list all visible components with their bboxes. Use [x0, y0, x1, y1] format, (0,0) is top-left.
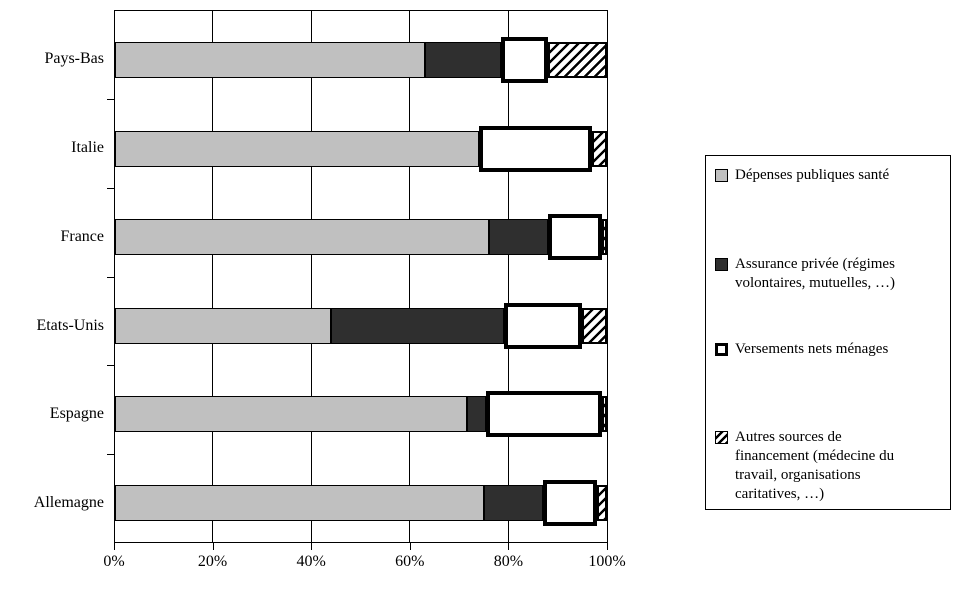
x-axis-label: 100%	[588, 553, 626, 570]
y-axis-labels: Pays-Bas Italie France Etats-Unis Espagne All…	[0, 10, 104, 543]
y-axis-tick	[107, 276, 114, 278]
bar-segment-public	[115, 42, 425, 78]
bar-segment-public	[115, 396, 467, 432]
bar-row-italie	[115, 125, 607, 172]
y-axis-tick	[107, 98, 114, 100]
bar-segment-other	[597, 484, 607, 521]
bar-row-allemagne	[115, 479, 607, 526]
y-axis-tick	[107, 454, 114, 456]
bar-segment-private	[484, 484, 544, 521]
bar-segment-other	[547, 42, 607, 78]
x-axis-tick	[409, 543, 411, 550]
bar-segment-public	[115, 130, 480, 167]
y-axis-tick	[107, 187, 114, 189]
x-axis-label: 60%	[395, 553, 425, 570]
bar-segment-household	[503, 302, 583, 349]
x-axis-tick	[212, 543, 214, 550]
bar-segment-public	[115, 219, 489, 255]
bar-segment-household	[501, 37, 548, 83]
legend-label-line: Autres sources de	[735, 429, 842, 445]
legend-swatch-public	[715, 169, 728, 182]
y-axis-label: Pays-Bas	[44, 50, 104, 67]
gridline	[310, 11, 312, 542]
y-axis-tick	[107, 365, 114, 367]
category-band	[115, 11, 607, 100]
x-axis-tick	[311, 543, 313, 550]
x-axis-label: 0%	[103, 553, 125, 570]
legend-label-line: Dépenses publiques santé	[735, 167, 890, 183]
bar-segment-household	[479, 125, 593, 172]
bar-segment-household	[486, 391, 603, 437]
legend-label-private: Assurance privée (régimes volontaires, mu…	[735, 255, 895, 293]
category-band	[115, 100, 607, 189]
bar-segment-other	[592, 130, 607, 167]
bar-segment-household	[547, 214, 603, 260]
legend-item-public: Dépenses publiques santé	[715, 166, 946, 185]
legend-swatch-household	[715, 343, 728, 356]
y-axis-label: Allemagne	[33, 494, 104, 512]
bar-segment-public	[115, 484, 484, 521]
legend-item-other: Autres sources de financement (médecine d…	[715, 428, 946, 504]
gridline	[507, 11, 509, 542]
legend-swatch-other	[715, 431, 728, 444]
legend-label-public: Dépenses publiques santé	[735, 166, 889, 185]
gridline	[212, 11, 214, 542]
bar-segment-private	[466, 396, 487, 432]
bar-segment-other	[602, 396, 607, 432]
x-axis-tick	[114, 543, 115, 550]
category-band	[115, 365, 607, 454]
x-axis-tick	[607, 543, 608, 550]
bar-segment-other	[582, 307, 607, 344]
legend-label-line: financement (médecine du	[735, 448, 895, 464]
bar-segment-private	[424, 42, 502, 78]
y-axis-label: France	[60, 227, 104, 245]
legend-label-household: Versements nets ménages	[735, 340, 888, 359]
bar-row-espagne	[115, 391, 607, 437]
y-axis-label: Espagne	[49, 405, 104, 423]
bar-segment-public	[115, 307, 332, 344]
bar-row-france	[115, 214, 607, 260]
category-band	[115, 277, 607, 366]
legend-label-line: Versements nets ménages	[735, 341, 889, 357]
x-axis-label: 20%	[197, 553, 228, 570]
gridline	[409, 11, 411, 542]
bar-segment-other	[602, 219, 607, 255]
y-axis-label: Italie	[71, 138, 104, 156]
x-axis-label: 80%	[493, 553, 524, 570]
legend-label-line: volontaires, mutuelles, …)	[735, 275, 895, 291]
legend-label-line: Assurance privée (régimes	[735, 256, 895, 272]
bar-row-etats-unis	[115, 302, 607, 349]
legend-label-other: Autres sources de financement (médecine d…	[735, 428, 894, 504]
legend-swatch-private	[715, 258, 728, 271]
x-axis-tick	[508, 543, 510, 550]
bar-segment-private	[488, 219, 548, 255]
legend-box: Dépenses publiques santé Assurance privée…	[705, 155, 951, 510]
category-band	[115, 188, 607, 277]
y-axis-label: Etats-Unis	[36, 316, 104, 334]
plot-area	[114, 10, 608, 543]
category-band	[115, 454, 607, 543]
legend-label-line: caritatives, …)	[735, 486, 825, 502]
x-axis-label: 40%	[296, 553, 326, 570]
bar-segment-household	[543, 479, 598, 526]
bar-segment-private	[331, 307, 504, 344]
bars-container	[115, 11, 607, 542]
legend-item-household: Versements nets ménages	[715, 340, 946, 359]
legend-label-line: travail, organisations	[735, 467, 861, 483]
bar-row-pays-bas	[115, 37, 607, 83]
legend-item-private: Assurance privée (régimes volontaires, mu…	[715, 255, 946, 293]
